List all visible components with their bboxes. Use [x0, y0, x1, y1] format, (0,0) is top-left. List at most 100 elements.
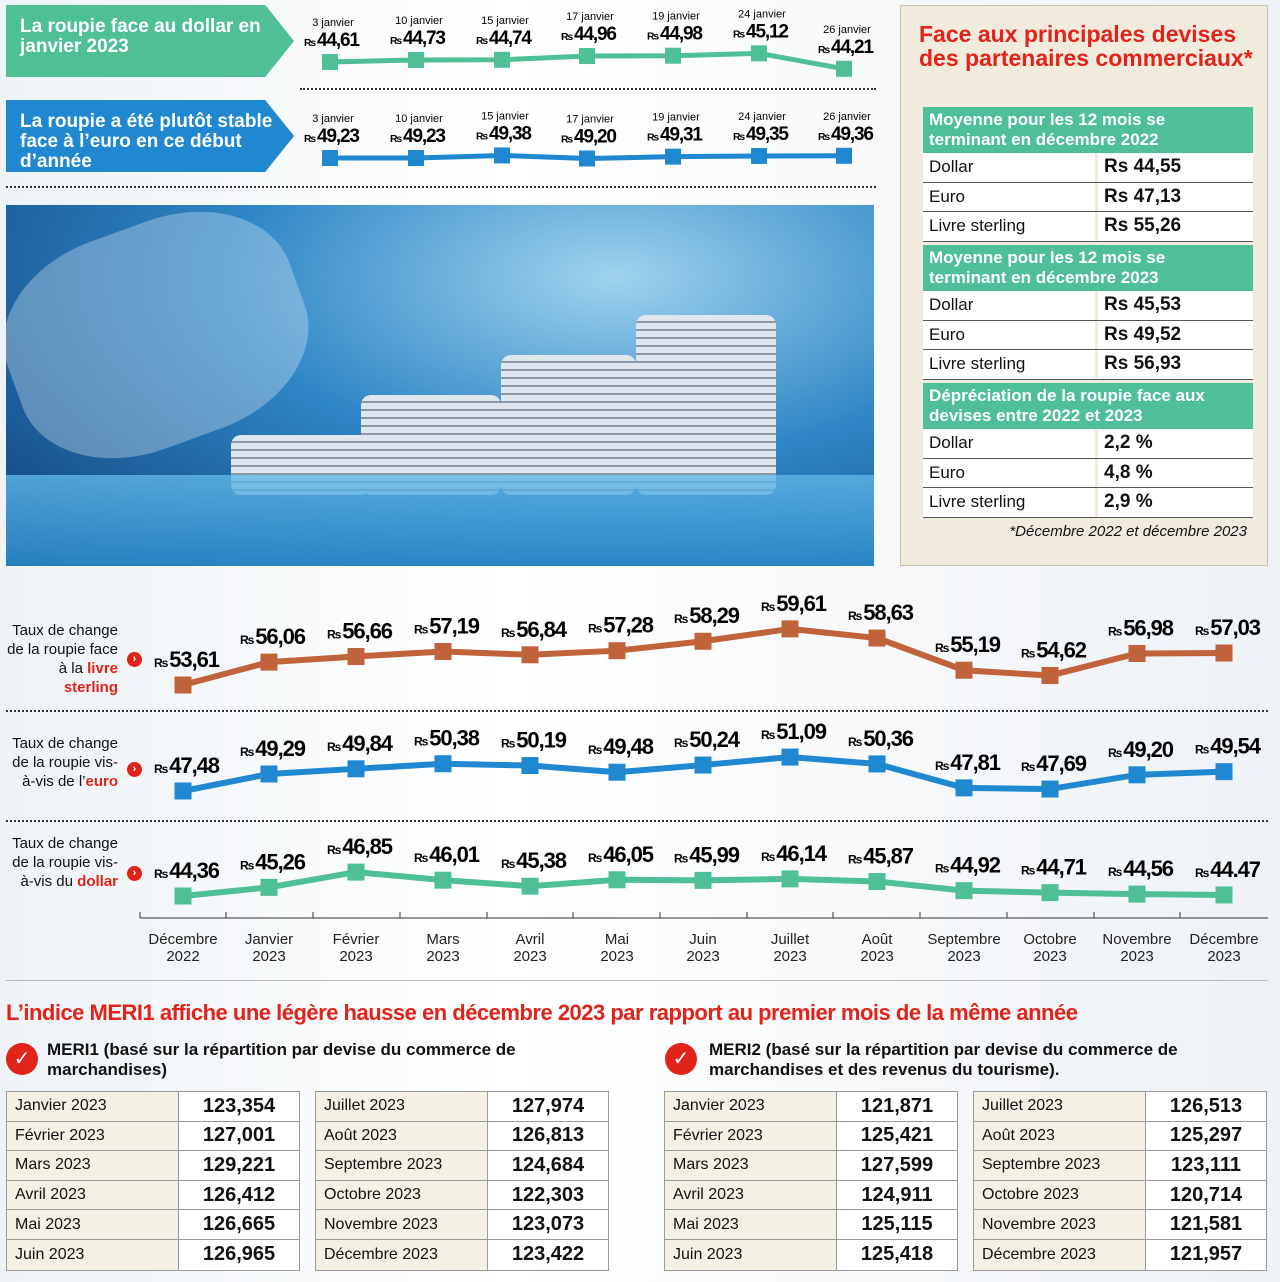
panel-table-row: Euro 4,8 % [923, 458, 1253, 488]
data-point [751, 45, 767, 62]
table-row: Mars 2023 129,221 [7, 1151, 299, 1181]
data-label: Rs44,21 [818, 37, 874, 58]
index-value-cell: 123,354 [179, 1092, 299, 1121]
currency-value: 4,8 % [1098, 458, 1253, 487]
data-label: Rs46,14 [761, 841, 828, 866]
data-label: Rs45,99 [674, 842, 740, 867]
month-cell: Avril 2023 [665, 1180, 837, 1210]
index-value-cell: 127,974 [488, 1092, 608, 1121]
data-point [608, 871, 626, 889]
data-point [434, 871, 452, 889]
chevron-right-icon: › [127, 866, 142, 881]
data-label: Rs57,03 [1195, 615, 1261, 640]
divider [300, 88, 876, 90]
data-label: Rs59,61 [761, 591, 827, 616]
data-point [955, 882, 973, 900]
month-cell: Mars 2023 [7, 1151, 179, 1180]
index-value-cell: 121,581 [1146, 1210, 1266, 1239]
data-label: Rs57,28 [588, 613, 654, 638]
month-cell: Mai 2023 [665, 1210, 837, 1239]
data-label: Rs56,98 [1108, 615, 1174, 640]
currency-value: Rs 49,52 [1098, 320, 1253, 349]
series-line [330, 152, 845, 162]
data-label: Rs44,92 [935, 853, 1001, 878]
data-point [868, 755, 886, 773]
table-row: Juin 2023 125,418 [665, 1239, 957, 1270]
data-label: Rs45,12 [733, 21, 789, 42]
data-point [608, 763, 626, 781]
currency-value: Rs 44,55 [1098, 153, 1253, 182]
panel-table-row: Dollar Rs 44,55 [923, 153, 1253, 183]
x-tick-label: Février 2023 [332, 931, 380, 965]
x-tick-label: Décembre 2022 [148, 931, 218, 965]
data-label: Rs44,36 [154, 858, 220, 883]
data-label: Rs49,23 [304, 126, 360, 147]
chevron-right-icon: › [127, 652, 142, 667]
data-point [781, 748, 799, 766]
table-row: Février 2023 127,001 [7, 1121, 299, 1152]
data-label: Rs45,26 [240, 849, 306, 874]
panel-title: Face aux principales devises des partena… [919, 21, 1253, 71]
index-value-cell: 126,665 [179, 1210, 299, 1239]
date-label: 26 janvier [823, 111, 871, 123]
data-label: Rs47,81 [935, 750, 1001, 775]
currency-name: Dollar [923, 291, 1098, 320]
dollar-january-banner: La roupie face au dollar en janvier 2023 [6, 5, 294, 77]
currency-name: Euro [923, 458, 1098, 487]
data-point [1215, 763, 1233, 781]
date-label: 26 janvier [823, 24, 871, 36]
currency-value: Rs 47,13 [1098, 182, 1253, 211]
meri2-table: Janvier 2023 121,871 Février 2023 125,421 Ma… [664, 1091, 958, 1271]
date-label: 19 janvier [652, 11, 700, 23]
table-row: Septembre 2023 124,684 [316, 1151, 608, 1181]
index-value-cell: 126,813 [488, 1121, 608, 1151]
x-tick-label: Octobre 2023 [1023, 931, 1077, 965]
data-point [868, 873, 886, 891]
data-label: Rs49,20 [1108, 737, 1174, 762]
check-icon: ✓ [6, 1043, 38, 1075]
data-point [494, 147, 510, 164]
data-label: Rs45,87 [848, 844, 914, 869]
data-point [1215, 886, 1233, 904]
currency-value: 2,2 % [1098, 429, 1253, 458]
data-point [260, 653, 278, 671]
table-row: Février 2023 125,421 [665, 1121, 957, 1152]
data-label: Rs58,63 [848, 600, 914, 625]
euro-january-banner: La roupie a été plutôt stable face à l’e… [6, 100, 294, 172]
data-label: Rs44,74 [476, 28, 532, 49]
month-cell: Novembre 2023 [316, 1210, 488, 1239]
data-label: Rs58,29 [674, 603, 740, 628]
divider [6, 710, 1268, 712]
month-cell: Juin 2023 [665, 1239, 837, 1270]
data-label: Rs55,19 [935, 632, 1001, 657]
month-cell: Juillet 2023 [316, 1092, 488, 1121]
data-point [434, 755, 452, 773]
data-label: Rs49,29 [240, 736, 306, 761]
divider [6, 186, 876, 188]
date-label: 15 janvier [481, 110, 529, 122]
currency-value: Rs 56,93 [1098, 350, 1253, 379]
data-label: Rs50,38 [414, 726, 480, 751]
index-value-cell: 121,957 [1146, 1239, 1266, 1270]
data-point [955, 779, 973, 797]
data-point [1041, 780, 1059, 798]
table-row: Décembre 2023 123,422 [316, 1239, 608, 1270]
data-point [260, 765, 278, 783]
month-cell: Septembre 2023 [316, 1151, 488, 1180]
panel-table-header: Moyenne pour les 12 mois se terminant en… [923, 245, 1253, 291]
table-row: Avril 2023 126,412 [7, 1180, 299, 1211]
data-label: Rs56,84 [501, 617, 568, 642]
date-label: 3 janvier [312, 17, 354, 29]
meri2-table: Juillet 2023 126,513 Août 2023 125,297 Septe… [973, 1091, 1267, 1271]
index-value-cell: 126,513 [1146, 1092, 1266, 1121]
data-point [1128, 766, 1146, 784]
month-cell: Mai 2023 [7, 1210, 179, 1239]
x-tick-label: Septembre 2023 [927, 931, 1001, 965]
panel-footnote: *Décembre 2022 et décembre 2023 [1009, 523, 1247, 540]
panel-table-row: Euro Rs 47,13 [923, 182, 1253, 212]
data-label: Rs54,62 [1021, 638, 1087, 663]
x-tick-label: Avril 2023 [513, 931, 547, 965]
panel-table-row: Livre sterling 2,9 % [923, 488, 1253, 518]
data-point [836, 60, 852, 77]
date-label: 10 janvier [395, 113, 443, 125]
